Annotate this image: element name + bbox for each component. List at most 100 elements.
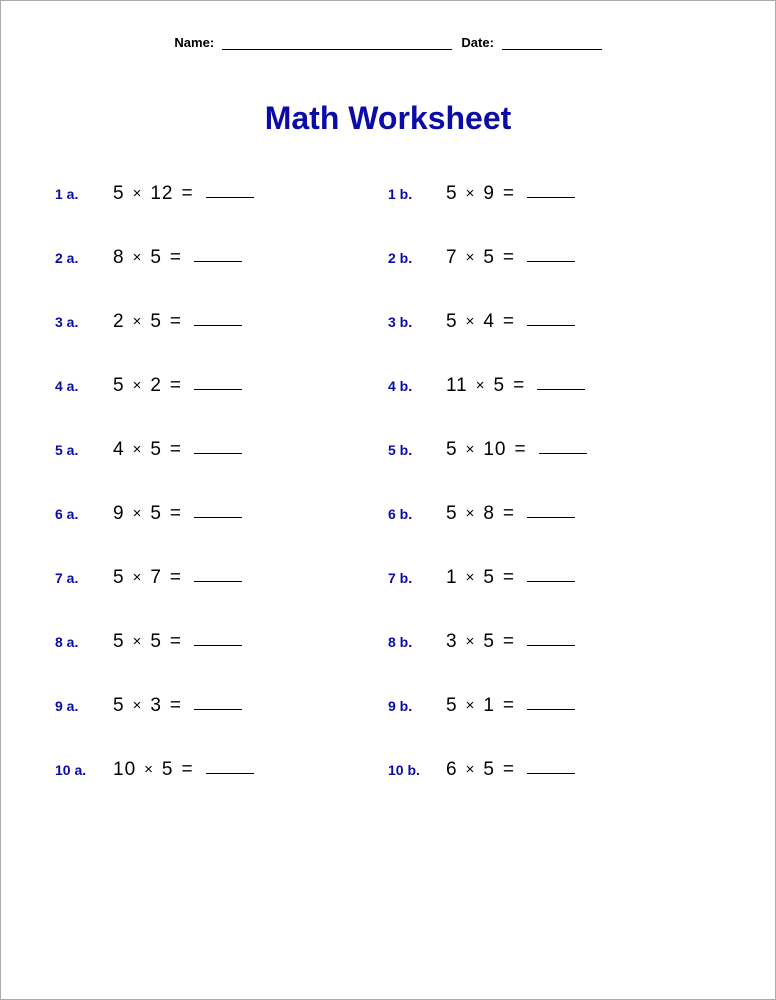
operator: × (460, 505, 482, 522)
problem-label: 6 a. (55, 504, 111, 522)
problem-cell: 7 a.5×7= (55, 567, 388, 589)
answer-blank[interactable] (194, 709, 242, 710)
answer-blank[interactable] (527, 709, 575, 710)
problem-cell: 4 b.11×5= (388, 375, 721, 397)
operator: × (460, 313, 482, 330)
operand-left: 5 (111, 183, 127, 204)
problem-label: 4 b. (388, 376, 444, 394)
name-blank[interactable] (222, 37, 452, 50)
operand-right: 8 (481, 503, 497, 524)
page-title: Math Worksheet (51, 100, 725, 137)
operator: × (460, 249, 482, 266)
problem-cell: 8 b.3×5= (388, 631, 721, 653)
date-label: Date: (461, 35, 494, 50)
operand-left: 8 (111, 247, 127, 268)
answer-blank[interactable] (206, 773, 254, 774)
operand-right: 5 (148, 247, 164, 268)
problem-label: 2 b. (388, 248, 444, 266)
operator: × (127, 377, 149, 394)
worksheet-page: Name: Date: Math Worksheet 1 a.5×12=1 b.… (0, 0, 776, 1000)
problem-cell: 1 b.5×9= (388, 183, 721, 205)
operand-right: 5 (148, 439, 164, 460)
operand-right: 3 (148, 695, 164, 716)
problem-label: 3 b. (388, 312, 444, 330)
answer-blank[interactable] (206, 197, 254, 198)
problem-expression: 5×12= (111, 183, 254, 205)
date-blank[interactable] (502, 37, 602, 50)
answer-blank[interactable] (194, 581, 242, 582)
problem-label: 9 b. (388, 696, 444, 714)
answer-blank[interactable] (194, 517, 242, 518)
equals-sign: = (497, 759, 521, 780)
operand-left: 5 (111, 567, 127, 588)
problem-label: 1 b. (388, 184, 444, 202)
equals-sign: = (497, 567, 521, 588)
operand-right: 2 (148, 375, 164, 396)
problem-expression: 7×5= (444, 247, 575, 269)
operand-right: 5 (481, 247, 497, 268)
problem-expression: 5×9= (444, 183, 575, 205)
problem-cell: 8 a.5×5= (55, 631, 388, 653)
operator: × (138, 761, 160, 778)
answer-blank[interactable] (194, 261, 242, 262)
problem-cell: 1 a.5×12= (55, 183, 388, 205)
operand-left: 10 (111, 759, 138, 780)
answer-blank[interactable] (527, 517, 575, 518)
problem-cell: 2 a.8×5= (55, 247, 388, 269)
operator: × (127, 697, 149, 714)
operand-right: 10 (481, 439, 508, 460)
answer-blank[interactable] (539, 453, 587, 454)
operand-left: 11 (444, 375, 470, 396)
answer-blank[interactable] (194, 325, 242, 326)
equals-sign: = (497, 631, 521, 652)
problem-row: 3 a.2×5=3 b.5×4= (55, 311, 721, 333)
problem-expression: 5×3= (111, 695, 242, 717)
problem-cell: 9 a.5×3= (55, 695, 388, 717)
problem-label: 7 a. (55, 568, 111, 586)
problem-label: 8 a. (55, 632, 111, 650)
problem-expression: 5×4= (444, 311, 575, 333)
operator: × (460, 185, 482, 202)
problem-row: 7 a.5×7=7 b.1×5= (55, 567, 721, 589)
equals-sign: = (164, 311, 188, 332)
operator: × (470, 377, 492, 394)
problem-label: 9 a. (55, 696, 111, 714)
equals-sign: = (497, 695, 521, 716)
answer-blank[interactable] (194, 645, 242, 646)
answer-blank[interactable] (194, 453, 242, 454)
problem-expression: 9×5= (111, 503, 242, 525)
operand-right: 5 (481, 631, 497, 652)
operand-right: 5 (148, 503, 164, 524)
operand-right: 5 (481, 759, 497, 780)
answer-blank[interactable] (527, 645, 575, 646)
answer-blank[interactable] (527, 773, 575, 774)
answer-blank[interactable] (527, 325, 575, 326)
operator: × (460, 441, 482, 458)
answer-blank[interactable] (537, 389, 585, 390)
problem-expression: 10×5= (111, 759, 254, 781)
problem-row: 2 a.8×5=2 b.7×5= (55, 247, 721, 269)
answer-blank[interactable] (527, 197, 575, 198)
equals-sign: = (164, 247, 188, 268)
problem-label: 3 a. (55, 312, 111, 330)
problem-cell: 10 a.10×5= (55, 759, 388, 781)
operand-right: 5 (148, 311, 164, 332)
operand-left: 5 (444, 183, 460, 204)
answer-blank[interactable] (527, 581, 575, 582)
problem-label: 4 a. (55, 376, 111, 394)
operand-left: 6 (444, 759, 460, 780)
problem-expression: 1×5= (444, 567, 575, 589)
problem-row: 1 a.5×12=1 b.5×9= (55, 183, 721, 205)
problem-expression: 5×1= (444, 695, 575, 717)
operand-right: 4 (481, 311, 497, 332)
problems-grid: 1 a.5×12=1 b.5×9=2 a.8×5=2 b.7×5=3 a.2×5… (51, 183, 725, 781)
equals-sign: = (164, 503, 188, 524)
problem-expression: 5×7= (111, 567, 242, 589)
problem-row: 9 a.5×3=9 b.5×1= (55, 695, 721, 717)
answer-blank[interactable] (527, 261, 575, 262)
operator: × (460, 697, 482, 714)
operator: × (127, 313, 149, 330)
equals-sign: = (497, 247, 521, 268)
answer-blank[interactable] (194, 389, 242, 390)
equals-sign: = (164, 631, 188, 652)
